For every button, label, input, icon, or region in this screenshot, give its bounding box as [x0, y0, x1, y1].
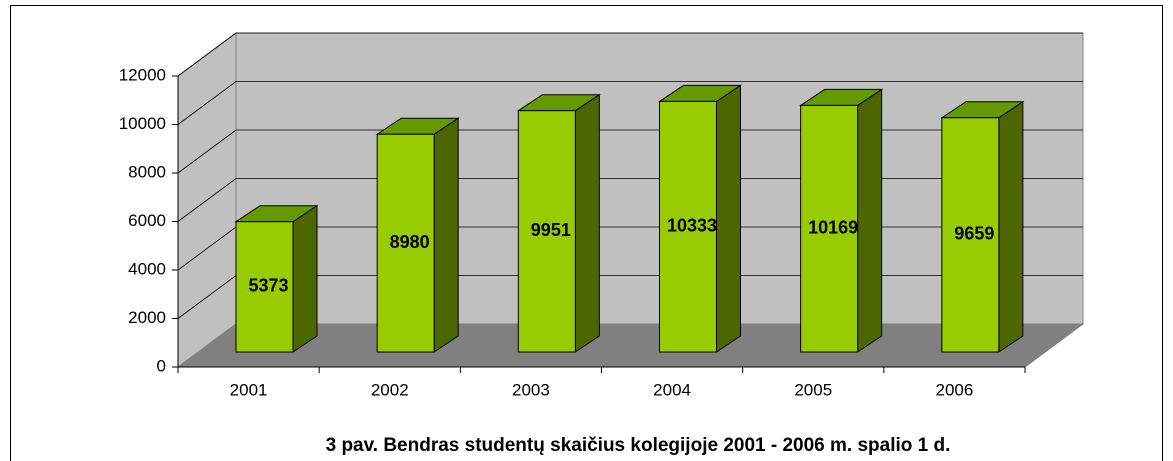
- bar: [940, 100, 1025, 353]
- bar-side: [433, 117, 459, 353]
- y-tick-label: 10000: [119, 114, 166, 133]
- grid-line: [177, 81, 1083, 125]
- y-tick-label: 12000: [119, 65, 166, 84]
- bar-front: [517, 110, 576, 353]
- bar-front: [376, 133, 435, 353]
- bar: [516, 93, 601, 353]
- bar-side: [716, 84, 741, 353]
- bars: 5373 8980 9951 10333 10169 9659: [234, 84, 1025, 353]
- y-tick-label: 8000: [128, 162, 166, 181]
- y-tick-label: 4000: [128, 259, 166, 278]
- x-tick-label: 2005: [794, 380, 832, 399]
- bar-side: [574, 93, 600, 353]
- bar-side: [857, 88, 883, 353]
- x-tick-label: 2004: [653, 380, 691, 399]
- data-label: 10333: [667, 215, 717, 235]
- y-tick-label: 6000: [128, 211, 166, 230]
- y-tick-label: 0: [157, 356, 166, 375]
- data-label: 8980: [390, 232, 430, 252]
- x-tick-label: 2001: [230, 380, 268, 399]
- data-label: 5373: [248, 276, 288, 296]
- chart-border: [10, 5, 1163, 461]
- chart-title: 3 pav. Bendras studentų skaičius kolegij…: [326, 435, 951, 456]
- bar: [375, 117, 460, 353]
- bar: [657, 84, 743, 353]
- bar-front: [800, 104, 859, 353]
- bar-side: [998, 100, 1024, 353]
- bar: [234, 204, 319, 353]
- bar-side: [292, 204, 318, 353]
- bar: [799, 88, 884, 353]
- x-tick-label: 2006: [936, 380, 974, 399]
- data-label: 9951: [531, 220, 571, 240]
- data-label: 10169: [808, 217, 858, 237]
- y-tick-label: 2000: [128, 308, 166, 327]
- data-label: 9659: [954, 224, 994, 244]
- bar-front: [941, 117, 1000, 353]
- grid-line: [177, 32, 1083, 77]
- bar-front: [235, 221, 294, 353]
- x-tick-label: 2003: [512, 380, 550, 399]
- x-tick-label: 2002: [371, 380, 409, 399]
- bar-front: [659, 100, 717, 353]
